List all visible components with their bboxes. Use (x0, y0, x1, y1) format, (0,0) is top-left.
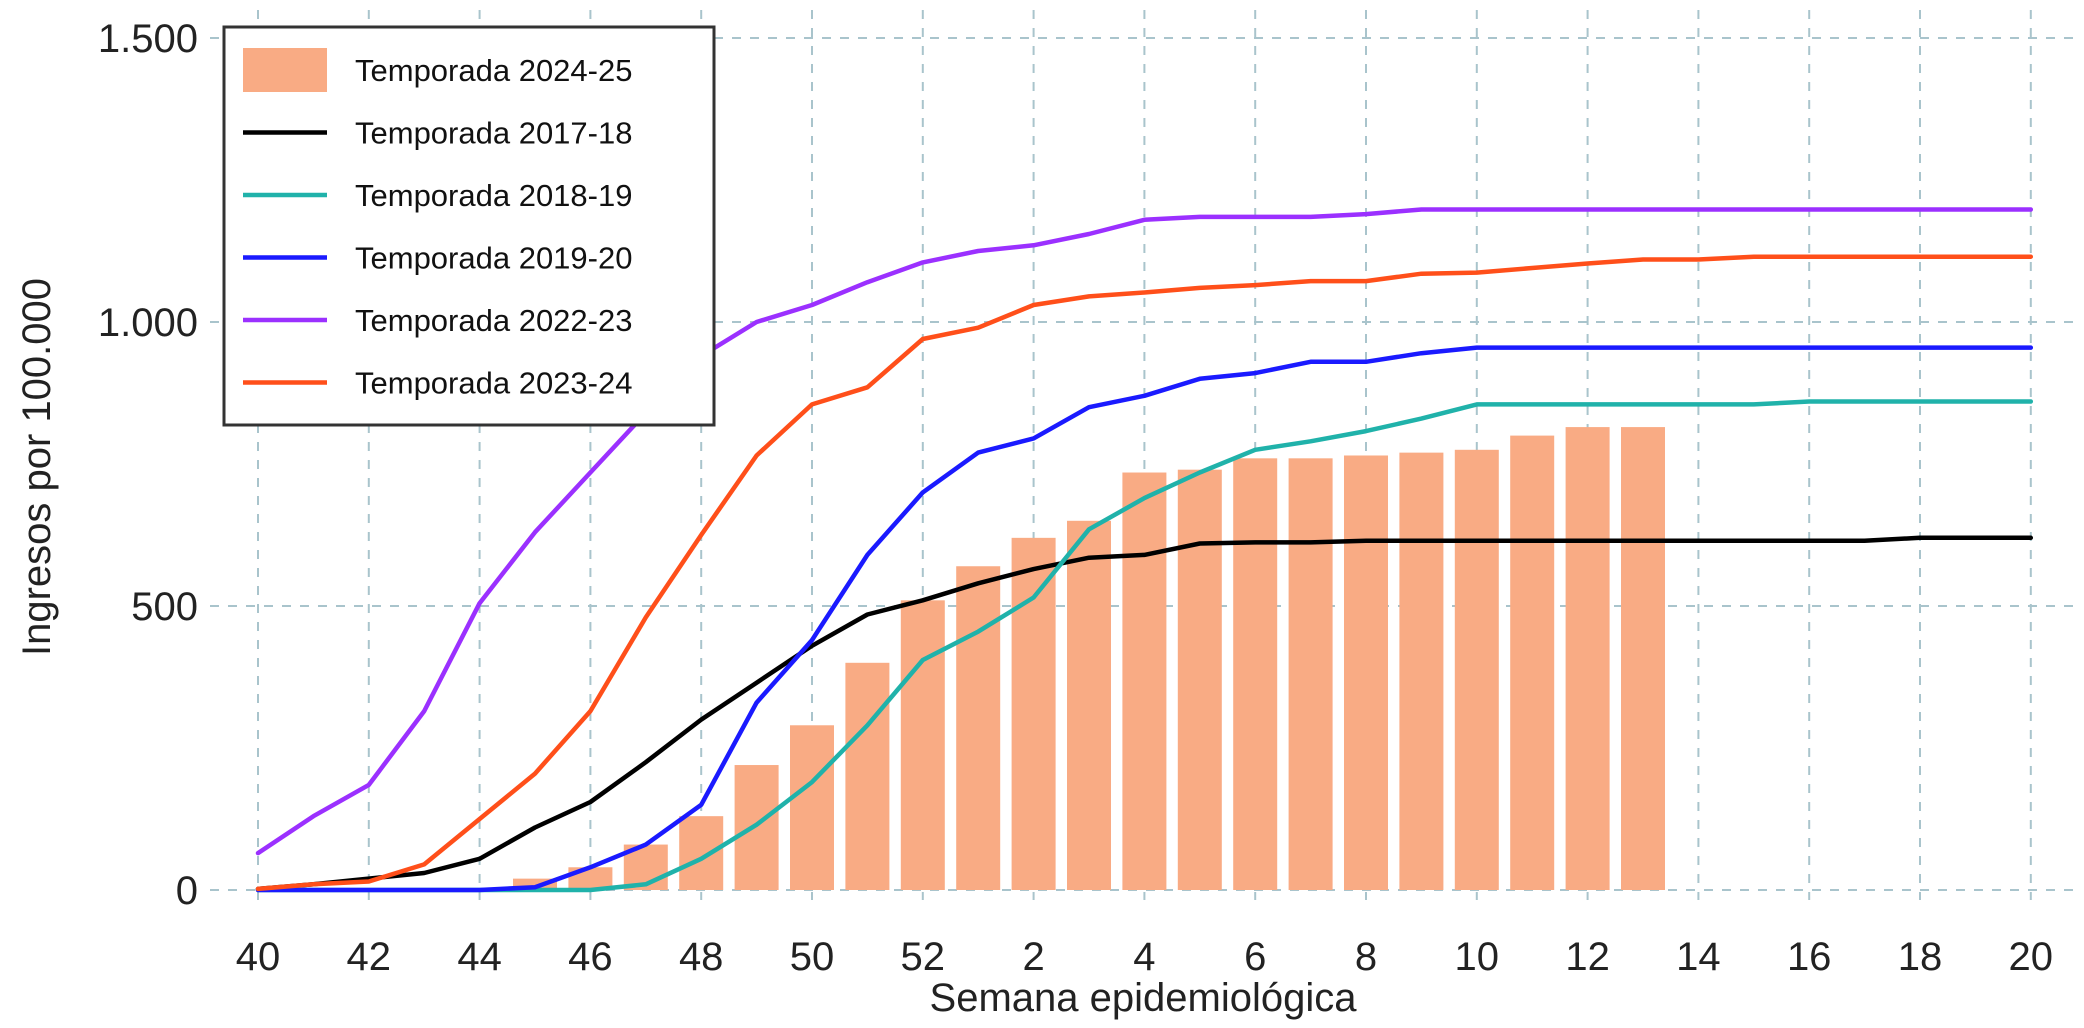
legend: Temporada 2024-25 Temporada 2017-18 Tempor… (222, 25, 716, 427)
x-tick-label: 12 (1565, 935, 1610, 979)
x-tick-label: 14 (1676, 935, 1721, 979)
x-tick-label: 52 (901, 935, 946, 979)
bar (1454, 449, 1499, 890)
x-tick-label: 10 (1455, 935, 1500, 979)
legend-label: Temporada 2018-19 (355, 178, 632, 213)
bar (1565, 427, 1610, 890)
legend-label: Temporada 2017-18 (355, 116, 632, 151)
legend-label: Temporada 2022-23 (355, 303, 632, 338)
bar (1011, 537, 1056, 890)
x-tick-label: 46 (568, 935, 613, 979)
bar (1067, 520, 1111, 890)
bar (513, 878, 557, 890)
y-axis-ticks: 0 500 1.000 1.500 (98, 17, 198, 913)
legend-box (222, 25, 716, 427)
y-tick-label: 500 (131, 585, 198, 629)
x-tick-label: 44 (457, 935, 502, 979)
legend-swatch-bar (243, 48, 327, 92)
x-tick-label: 42 (347, 935, 392, 979)
x-tick-label: 4 (1133, 935, 1155, 979)
x-tick-label: 40 (236, 935, 281, 979)
bar (1233, 458, 1278, 890)
bar (1288, 458, 1333, 890)
bar (1399, 452, 1444, 890)
bar (1122, 472, 1167, 890)
x-tick-label: 18 (1898, 935, 1943, 979)
bar (1510, 435, 1555, 890)
x-axis-ticks: 40 42 44 46 48 50 52 2 4 6 8 10 12 14 16 18 20 (236, 935, 2053, 979)
y-axis-title: Ingresos por 100.000 (15, 278, 59, 656)
series-line (255, 207, 2034, 856)
bar (956, 566, 1001, 890)
legend-label: Temporada 2024-25 (355, 53, 632, 88)
series-line (255, 254, 2034, 892)
legend-label: Temporada 2023-24 (355, 366, 632, 401)
legend-label: Temporada 2019-20 (355, 241, 632, 276)
series-line (255, 535, 2034, 892)
x-tick-label: 16 (1787, 935, 1832, 979)
x-tick-label: 48 (679, 935, 724, 979)
x-axis-title: Semana epidemiológica (930, 976, 1358, 1020)
y-tick-label: 1.500 (98, 17, 198, 61)
y-tick-label: 0 (176, 869, 198, 913)
line-series (255, 207, 2034, 893)
bar (734, 765, 779, 890)
bar (1621, 427, 1665, 890)
bar (900, 600, 945, 890)
x-tick-label: 8 (1355, 935, 1377, 979)
x-tick-label: 20 (2009, 935, 2054, 979)
bar (1344, 455, 1388, 890)
y-tick-label: 1.000 (98, 301, 198, 345)
x-tick-label: 6 (1244, 935, 1266, 979)
x-tick-label: 50 (790, 935, 835, 979)
bar (679, 816, 724, 890)
bar (845, 662, 890, 890)
x-tick-label: 2 (1022, 935, 1044, 979)
bar (1177, 469, 1222, 890)
bar (790, 725, 834, 890)
series-line (255, 345, 2034, 893)
series-line (255, 399, 2034, 893)
